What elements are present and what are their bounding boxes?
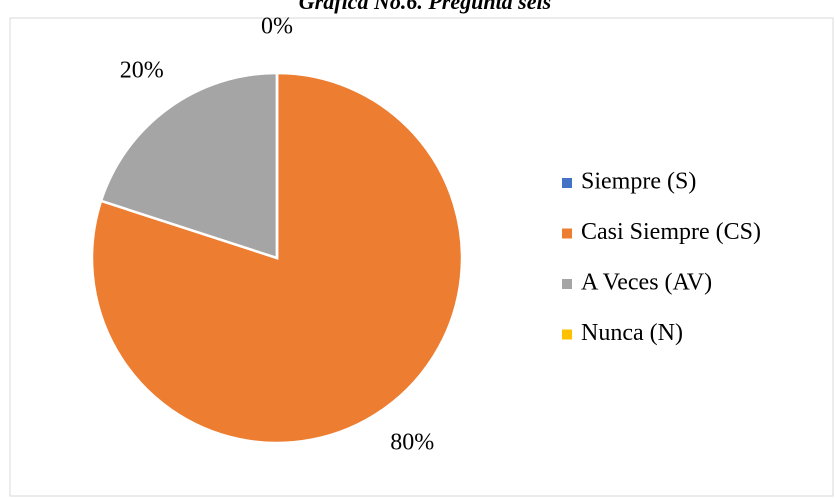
legend-swatch [562, 228, 572, 239]
data-label: 80% [390, 430, 434, 456]
chart-title: Gráfica No.6. Pregunta seis [299, 0, 551, 14]
data-label: 0% [261, 14, 293, 40]
legend-swatch [562, 329, 572, 340]
legend-label: Siempre (S) [581, 169, 696, 195]
legend-swatch [562, 178, 572, 188]
legend-swatch [562, 279, 572, 289]
legend-label: Casi Siempre (CS) [581, 219, 761, 245]
pie-slice [99, 71, 279, 260]
legend-label: A Veces (AV) [581, 270, 712, 296]
legend-label: Nunca (N) [581, 320, 683, 346]
data-label: 20% [120, 57, 164, 83]
